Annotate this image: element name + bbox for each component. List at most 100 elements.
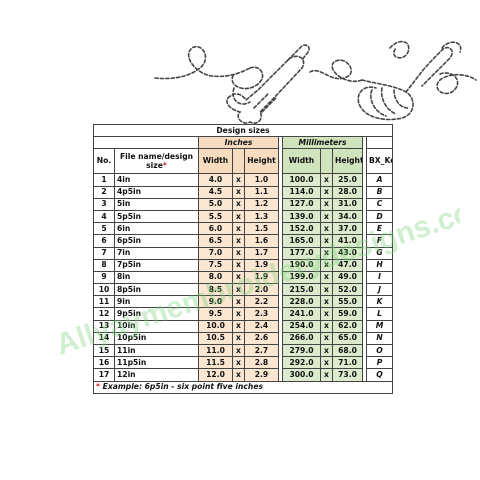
inches-times-sign: x: [232, 173, 245, 187]
inches-times-sign: x: [232, 295, 245, 309]
mm-height-cell: 25.0: [332, 173, 363, 187]
mm-times-sign: x: [320, 185, 333, 199]
inches-group-header: Inches: [198, 136, 279, 150]
file-name-cell: 5in: [114, 197, 199, 211]
inches-times-sign: x: [232, 258, 245, 272]
row-number: 15: [93, 343, 115, 358]
file-name-cell: 4p5in: [114, 185, 199, 199]
inches-times-sign: x: [232, 185, 245, 199]
mm-times-sign: x: [320, 173, 333, 187]
rolling-pin-icon: [226, 55, 305, 124]
inches-width-cell: 9.0: [198, 295, 233, 309]
inches-width-cell: 12.0: [198, 368, 233, 382]
mm-height-cell: 73.0: [332, 368, 363, 382]
mm-times-sign: x: [320, 234, 333, 248]
mm-width-cell: 152.0: [282, 222, 321, 236]
inches-width-cell: 9.5: [198, 307, 233, 321]
inches-width-cell: 5.5: [198, 209, 233, 224]
mm-width-cell: 177.0: [282, 246, 321, 260]
inches-height-cell: 1.7: [244, 246, 279, 260]
inches-height-cell: 2.4: [244, 319, 279, 333]
inches-width-cell: 7.0: [198, 246, 233, 260]
mm-height-cell: 59.0: [332, 307, 363, 321]
row-number: 3: [93, 197, 115, 211]
mm-times-sign: x: [320, 222, 333, 236]
row-number: 16: [93, 356, 115, 370]
group-header-row: Inches Millimeters: [93, 136, 394, 150]
row-number: 13: [93, 319, 115, 333]
row-number: 5: [93, 222, 115, 236]
mm-times-sign: x: [320, 295, 333, 309]
mm-height-cell: 41.0: [332, 234, 363, 248]
mm-height-cell: 55.0: [332, 295, 363, 309]
mm-height-cell: 34.0: [332, 209, 363, 224]
mm-times-sign: x: [320, 270, 333, 285]
mm-times-sign: x: [320, 331, 333, 346]
mm-times-sign: x: [320, 209, 333, 224]
mm-height-cell: 62.0: [332, 319, 363, 333]
inches-width-cell: 8.0: [198, 270, 233, 285]
inches-times-sign: x: [232, 197, 245, 211]
inches-height-cell: 2.6: [244, 331, 279, 346]
inches-width-cell: 10.0: [198, 319, 233, 333]
bx-key-cell: Q: [365, 368, 394, 382]
table-row: 15 11in 11.0 x 2.7 279.0 x 68.0 O: [93, 343, 394, 358]
table-row: 17 12in 12.0 x 2.9 300.0 x 73.0 Q: [93, 368, 394, 382]
inches-height-cell: 1.2: [244, 197, 279, 211]
mm-width-cell: 127.0: [282, 197, 321, 211]
row-number: 8: [93, 258, 115, 272]
inches-width-cell: 4.5: [198, 185, 233, 199]
mm-width-cell: 100.0: [282, 173, 321, 187]
row-number: 1: [93, 173, 115, 187]
table-row: 2 4p5in 4.5 x 1.1 114.0 x 28.0 B: [93, 185, 394, 199]
file-name-cell: 6in: [114, 222, 199, 236]
inches-width-header: Width: [198, 148, 233, 175]
row-number: 9: [93, 270, 115, 285]
inches-times-sign: x: [232, 368, 245, 382]
inches-times-sign: x: [232, 343, 245, 358]
mm-width-cell: 279.0: [282, 343, 321, 358]
whisk-icon: [357, 79, 414, 121]
inches-height-cell: 2.8: [244, 356, 279, 370]
file-name-cell: 10p5in: [114, 331, 199, 346]
inches-times-sign: x: [232, 307, 245, 321]
inches-times-sign: x: [232, 234, 245, 248]
table-row: 5 6in 6.0 x 1.5 152.0 x 37.0 E: [93, 222, 394, 236]
table-title: Design sizes: [92, 123, 394, 138]
mm-times-sign: x: [320, 368, 333, 382]
bx-key-cell: E: [365, 222, 394, 236]
mm-width-cell: 241.0: [282, 307, 321, 321]
mm-times-sign: x: [320, 246, 333, 260]
row-number: 11: [93, 295, 115, 309]
file-name-cell: 7in: [114, 246, 199, 260]
mm-width-cell: 199.0: [282, 270, 321, 285]
column-header-row: No. File name/design size* Width Height …: [93, 148, 394, 175]
mm-height-cell: 37.0: [332, 222, 363, 236]
file-name-cell: 11in: [114, 343, 199, 358]
file-name-cell: 4in: [114, 173, 199, 187]
table-row: 8 7p5in 7.5 x 1.9 190.0 x 47.0 H: [93, 258, 394, 272]
title-row: Design sizes: [92, 123, 394, 138]
mm-times-sign: x: [320, 356, 333, 370]
inches-times-sign: x: [232, 209, 245, 224]
inches-height-cell: 2.9: [244, 368, 279, 382]
file-name-cell: 8in: [114, 270, 199, 285]
mm-height-cell: 68.0: [332, 343, 363, 358]
mm-height-header: Height: [332, 148, 363, 175]
mm-width-cell: 292.0: [282, 356, 321, 370]
inches-times-sign: x: [232, 283, 245, 297]
no-column-header: No.: [93, 148, 115, 175]
inches-times-sign: x: [232, 222, 245, 236]
inches-width-cell: 10.5: [198, 331, 233, 346]
bx-key-cell: O: [365, 343, 394, 358]
mm-width-cell: 254.0: [282, 319, 321, 333]
table-row: 12 9p5in 9.5 x 2.3 241.0 x 59.0 L: [93, 307, 394, 321]
mm-width-cell: 165.0: [282, 234, 321, 248]
bx-key-cell: H: [365, 258, 394, 272]
mm-height-cell: 71.0: [332, 356, 363, 370]
bx-key-cell: C: [365, 197, 394, 211]
inches-times-sign: x: [232, 319, 245, 333]
table-row: 10 8p5in 8.5 x 2.0 215.0 x 52.0 J: [93, 283, 394, 297]
table-row: 7 7in 7.0 x 1.7 177.0 x 43.0 G: [93, 246, 394, 260]
table-row: 4 5p5in 5.5 x 1.3 139.0 x 34.0 D: [93, 209, 394, 224]
